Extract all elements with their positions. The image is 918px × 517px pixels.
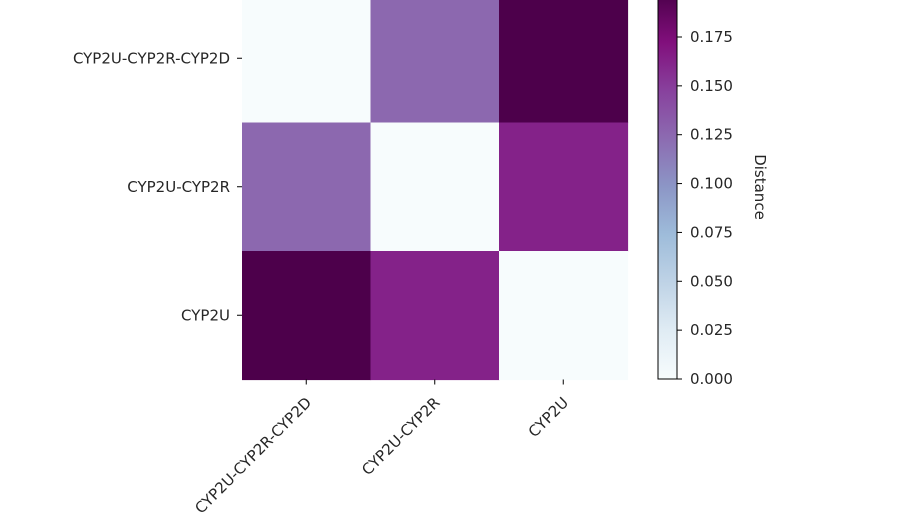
- colorbar-tick-label: 0.175: [690, 28, 733, 46]
- y-tick-label: CYP2U-CYP2R-CYP2D: [73, 49, 230, 67]
- heatmap-cell: [370, 251, 500, 381]
- colorbar-tick-label: 0.100: [690, 175, 733, 193]
- x-tick-label: CYP2U: [525, 394, 572, 441]
- heatmap-cell: [499, 122, 629, 252]
- heatmap-cell: [242, 122, 372, 252]
- y-axis: CYP2U-CYP2R-CYP2D CYP2U-CYP2R CYP2U: [73, 49, 242, 324]
- colorbar-tick-label: 0.000: [690, 370, 733, 388]
- colorbar-tick-label: 0.075: [690, 223, 733, 241]
- colorbar-tick-label: 0.050: [690, 272, 733, 290]
- heatmap-cell: [370, 122, 500, 252]
- heatmap-cell: [370, 0, 500, 124]
- heatmap-cell: [499, 0, 629, 124]
- y-tick-label: CYP2U-CYP2R: [127, 178, 230, 196]
- colorbar-gradient: [657, 0, 678, 380]
- heatmap-cell: [499, 251, 629, 381]
- y-tick-label: CYP2U: [181, 306, 230, 324]
- heatmap-cell: [242, 251, 372, 381]
- heatmap-cells: [242, 0, 629, 381]
- colorbar-ticks: 0.000 0.025 0.050 0.075 0.100 0.125 0.150 0.175: [677, 28, 733, 388]
- colorbar-tick-label: 0.025: [690, 321, 733, 339]
- x-axis: CYP2U-CYP2R-CYP2D CYP2U-CYP2R CYP2U: [191, 379, 572, 517]
- colorbar-tick-label: 0.150: [690, 77, 733, 95]
- colorbar-label: Distance: [751, 154, 769, 220]
- colorbar: 0.000 0.025 0.050 0.075 0.100 0.125 0.150 0.175…: [657, 0, 769, 388]
- x-tick-label: CYP2U-CYP2R-CYP2D: [191, 394, 315, 517]
- heatmap-cell: [242, 0, 372, 124]
- x-tick-label: CYP2U-CYP2R: [358, 394, 443, 479]
- colorbar-tick-label: 0.125: [690, 126, 733, 144]
